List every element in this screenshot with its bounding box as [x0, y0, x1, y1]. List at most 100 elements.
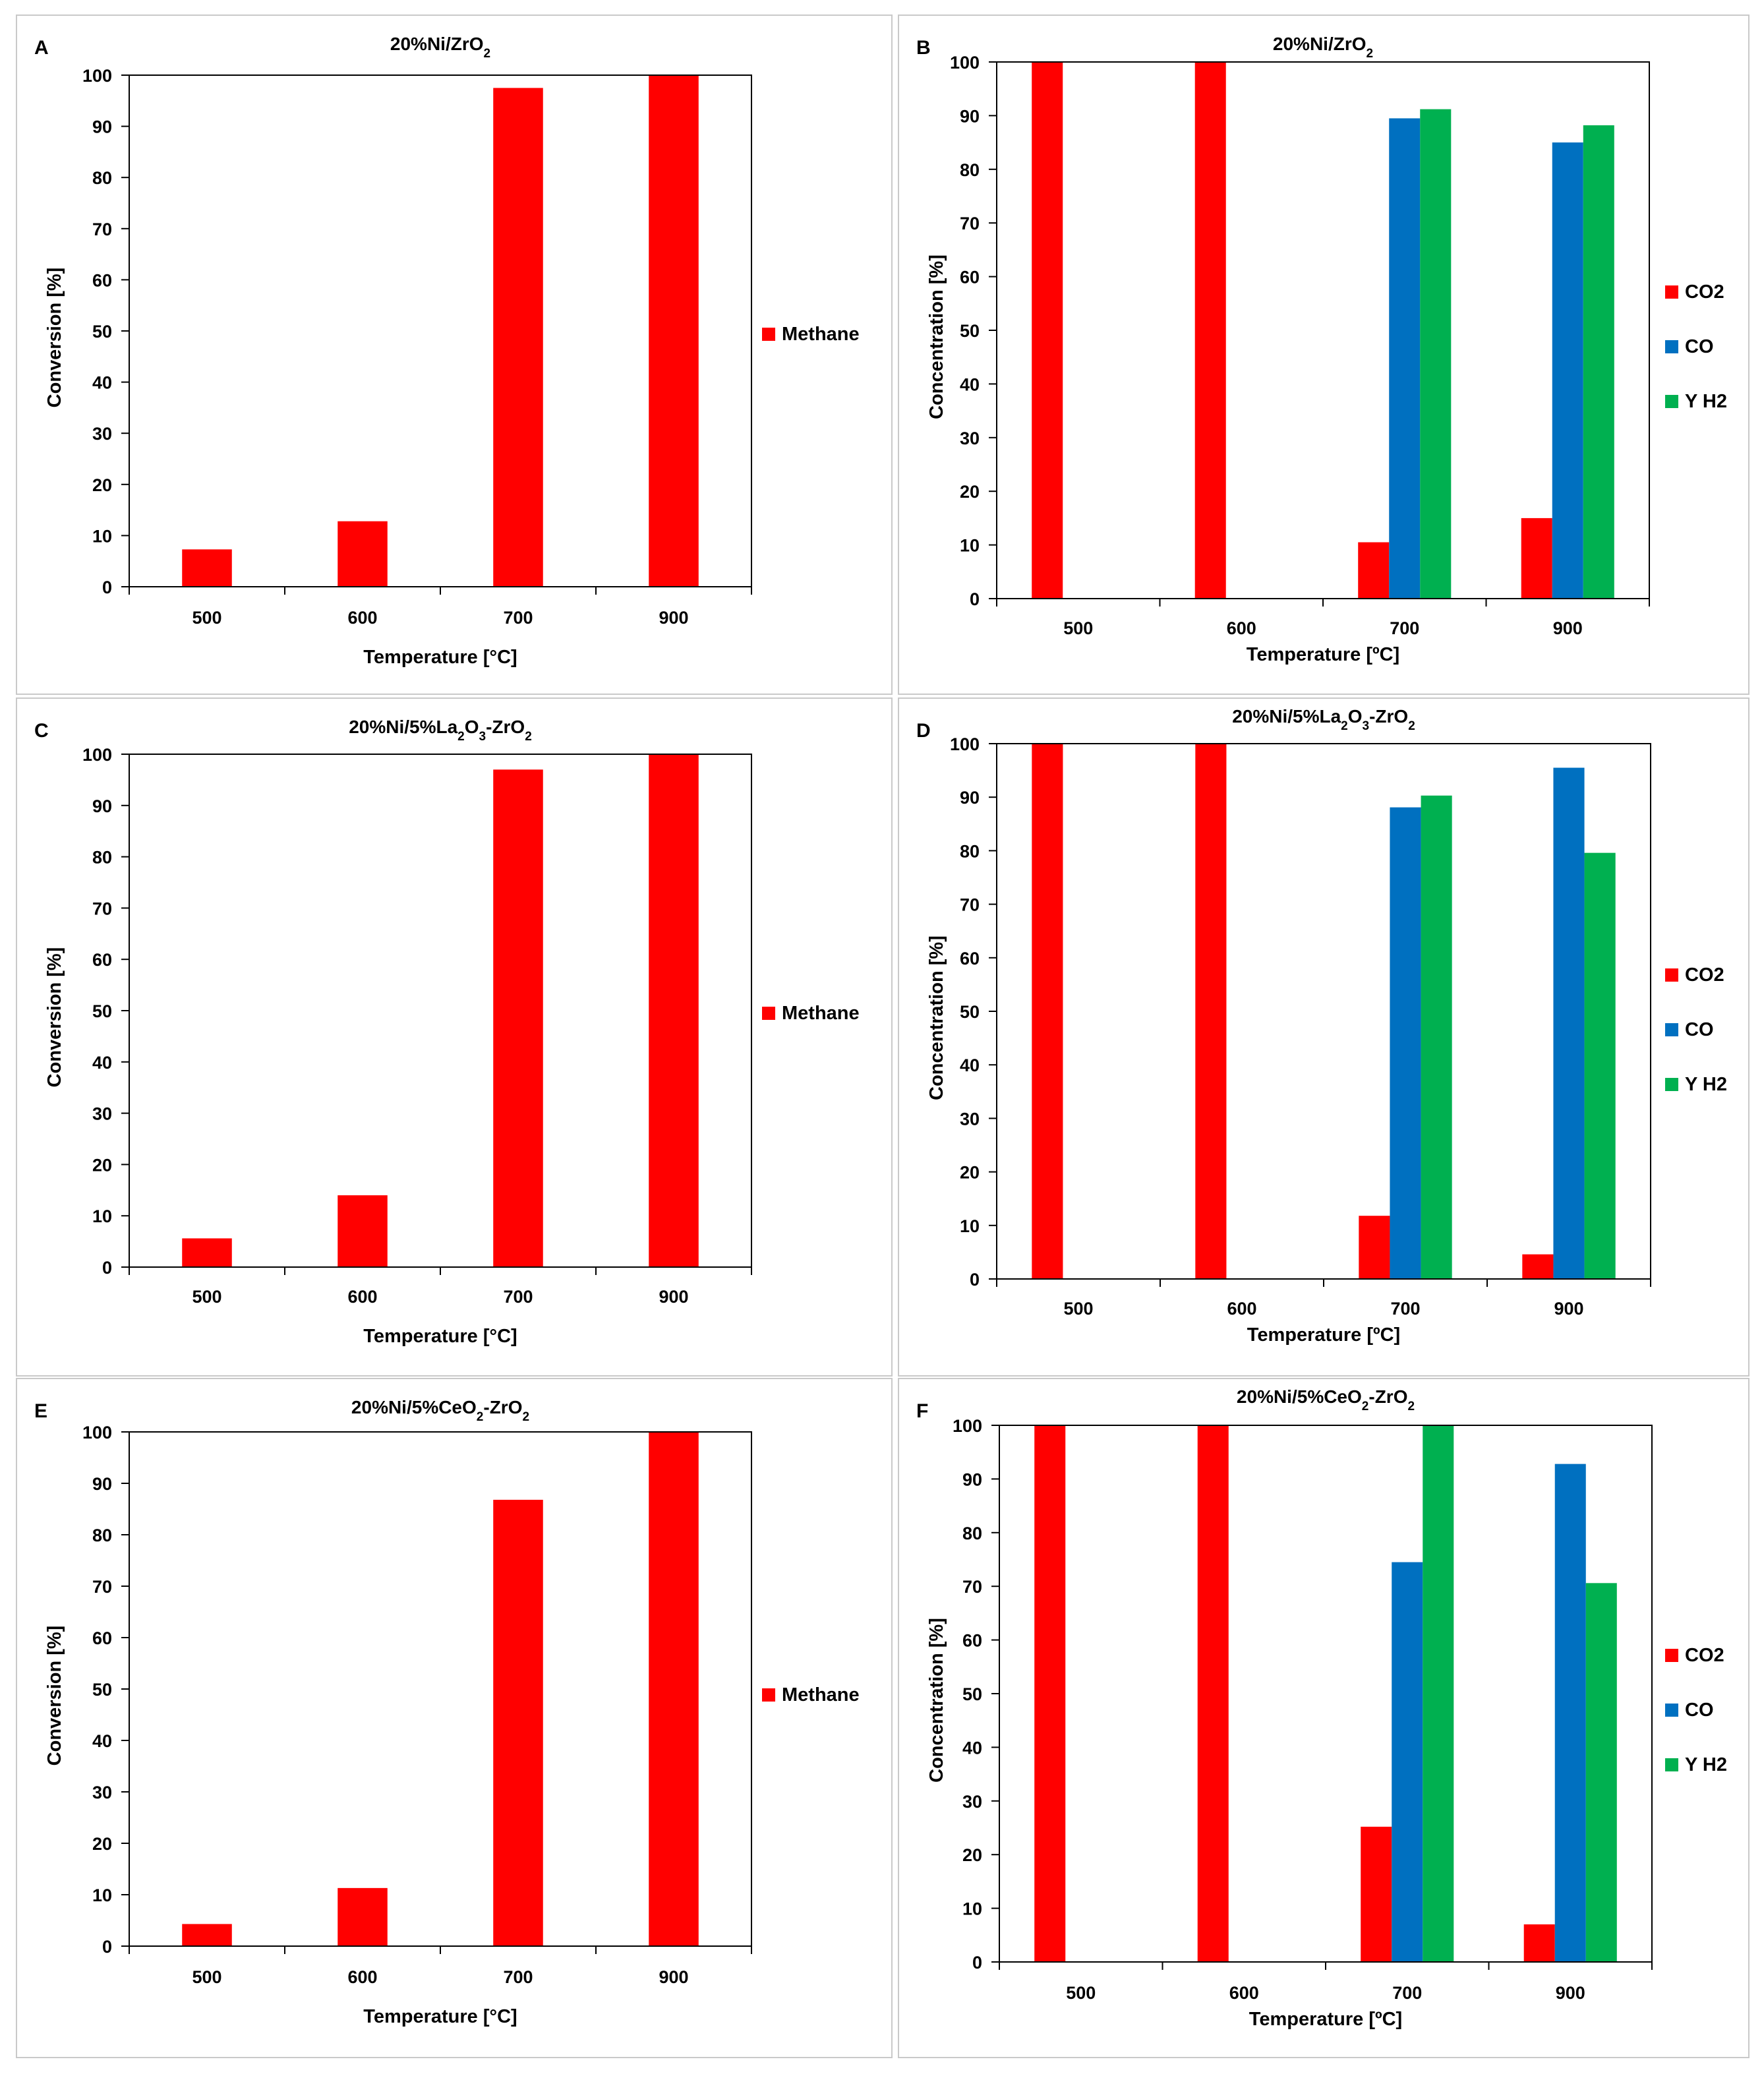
legend-label: CO	[1685, 1700, 1714, 1721]
panel-label: E	[34, 1400, 47, 1422]
legend-label: Methane	[782, 1684, 860, 1705]
y-axis-label: Conversion [%]	[44, 947, 65, 1088]
bar-y-h2-900	[1584, 852, 1616, 1279]
chart-title: 20%Ni/5%La2O3-ZrO2	[349, 717, 532, 744]
bar-co2-600	[1195, 744, 1227, 1279]
y-tick-label: 20	[92, 1155, 112, 1175]
y-tick-label: 60	[92, 950, 112, 970]
legend-swatch	[1665, 1758, 1678, 1771]
legend-label: Y H2	[1685, 391, 1727, 412]
y-tick-label: 0	[970, 1270, 980, 1290]
y-tick-label: 80	[92, 1526, 112, 1545]
y-axis-label: Conversion [%]	[44, 1626, 65, 1766]
y-tick-label: 30	[960, 429, 980, 448]
legend-label: CO2	[1685, 1645, 1724, 1666]
y-tick-label: 80	[960, 160, 980, 180]
y-tick-label: 70	[92, 220, 112, 239]
panel-d: D 20%Ni/5%La2O3-ZrO2 0 10 20 30 40 50 60 70 80 90 10…	[898, 697, 1749, 1377]
x-tick-label: 700	[503, 1287, 533, 1307]
x-tick-label: 600	[347, 1967, 377, 1987]
y-tick-label: 40	[92, 1053, 112, 1073]
y-tick-label: 20	[92, 475, 112, 495]
x-tick-label: 600	[1227, 1299, 1256, 1319]
y-tick-label: 80	[92, 848, 112, 868]
y-tick-label: 20	[960, 1163, 980, 1183]
bar-methane-600	[338, 521, 388, 587]
bar-co-700	[1392, 1562, 1423, 1962]
x-tick-label: 700	[1390, 618, 1419, 638]
y-tick-label: 40	[92, 373, 112, 393]
y-tick-label: 10	[92, 1206, 112, 1226]
x-tick-label: 700	[1390, 1299, 1420, 1319]
x-tick-label: 900	[1554, 1299, 1583, 1319]
bar-methane-500	[182, 1924, 232, 1946]
y-tick-label: 60	[92, 1628, 112, 1648]
x-axis-label: Temperature [ºC]	[1247, 644, 1399, 665]
panel-label: F	[916, 1400, 928, 1422]
y-tick-label: 0	[972, 1953, 982, 1972]
x-tick-label: 500	[192, 1287, 221, 1307]
bar-co2-700	[1359, 1216, 1390, 1279]
bar-methane-900	[649, 1432, 699, 1946]
y-tick-label: 40	[962, 1738, 982, 1758]
x-tick-label: 700	[503, 1967, 533, 1987]
legend-swatch	[1665, 1649, 1678, 1662]
y-tick-label: 100	[82, 1423, 112, 1442]
bar-y-h2-700	[1423, 1425, 1454, 1962]
y-tick-label: 30	[92, 424, 112, 444]
legend-label: Methane	[782, 324, 860, 345]
legend-label: CO	[1685, 1019, 1714, 1040]
bar-methane-700	[493, 88, 543, 587]
bar-methane-500	[182, 549, 232, 587]
x-axis-label: Temperature [°C]	[363, 2006, 517, 2027]
y-tick-label: 10	[92, 1885, 112, 1905]
panel-c: C 20%Ni/5%La2O3-ZrO2 0 10 20 30 40 50 60 70 80 90 10…	[16, 697, 893, 1377]
y-tick-label: 30	[962, 1792, 982, 1812]
panel-a: A 20%Ni/ZrO2 0 10 20 30 40 50 60 70 80 90 100 500 600 7…	[16, 15, 893, 695]
plot-frame	[996, 743, 1651, 1280]
chart-title: 20%Ni/ZrO2	[1273, 34, 1373, 61]
legend-label: CO2	[1685, 964, 1724, 986]
x-tick-label: 500	[192, 1967, 221, 1987]
panel-e: E 20%Ni/5%CeO2-ZrO2 0 10 20 30 40 50 60 70 80 90 100…	[16, 1378, 893, 2058]
y-tick-label: 50	[960, 321, 980, 341]
plot-frame	[999, 1425, 1653, 1963]
y-tick-label: 100	[953, 1416, 982, 1436]
panel-b: B 20%Ni/ZrO2 0 10 20 30 40 50 60 70 80 90 100 500 600 7…	[898, 15, 1749, 695]
panel-label: B	[916, 37, 931, 59]
legend-swatch	[1665, 1704, 1678, 1717]
bar-y-h2-700	[1420, 109, 1452, 599]
bar-y-h2-700	[1421, 795, 1452, 1279]
x-tick-label: 600	[1229, 1983, 1259, 2003]
bar-methane-700	[493, 769, 543, 1267]
chart-e: E 20%Ni/5%CeO2-ZrO2 0 10 20 30 40 50 60 70 80 90 100…	[34, 1397, 860, 2027]
y-tick-label: 30	[960, 1109, 980, 1129]
y-tick-label: 30	[92, 1104, 112, 1124]
y-tick-label: 60	[960, 949, 980, 968]
bar-co2-600	[1197, 1425, 1229, 1962]
panel-f: F 20%Ni/5%CeO2-ZrO2 0 10 20 30 40 50 60 70 80 90 100…	[898, 1378, 1749, 2058]
bar-co-900	[1554, 1464, 1586, 1962]
x-tick-label: 600	[347, 1287, 377, 1307]
x-tick-label: 500	[1066, 1983, 1096, 2003]
legend-label: CO2	[1685, 282, 1724, 303]
y-tick-label: 0	[102, 1937, 112, 1957]
y-tick-label: 70	[960, 895, 980, 915]
y-tick-label: 70	[92, 899, 112, 918]
y-tick-label: 90	[960, 788, 980, 808]
y-axis-label: Conversion [%]	[44, 268, 65, 408]
y-tick-label: 60	[960, 268, 980, 287]
chart-d: D 20%Ni/5%La2O3-ZrO2 0 10 20 30 40 50 60 70 80 90 10…	[916, 706, 1727, 1346]
bar-methane-600	[338, 1887, 388, 1946]
chart-a: A 20%Ni/ZrO2 0 10 20 30 40 50 60 70 80 90 100 500 600 7…	[34, 34, 860, 668]
legend-swatch	[1665, 1078, 1678, 1091]
bar-co-700	[1390, 807, 1421, 1279]
y-tick-label: 20	[962, 1845, 982, 1865]
y-tick-label: 50	[92, 1680, 112, 1700]
bar-co2-500	[1032, 62, 1063, 599]
x-tick-label: 900	[659, 1967, 688, 1987]
legend-swatch	[762, 1688, 775, 1702]
x-axis-label: Temperature [°C]	[363, 1326, 517, 1347]
x-tick-label: 500	[1063, 618, 1093, 638]
legend-swatch	[762, 328, 775, 341]
